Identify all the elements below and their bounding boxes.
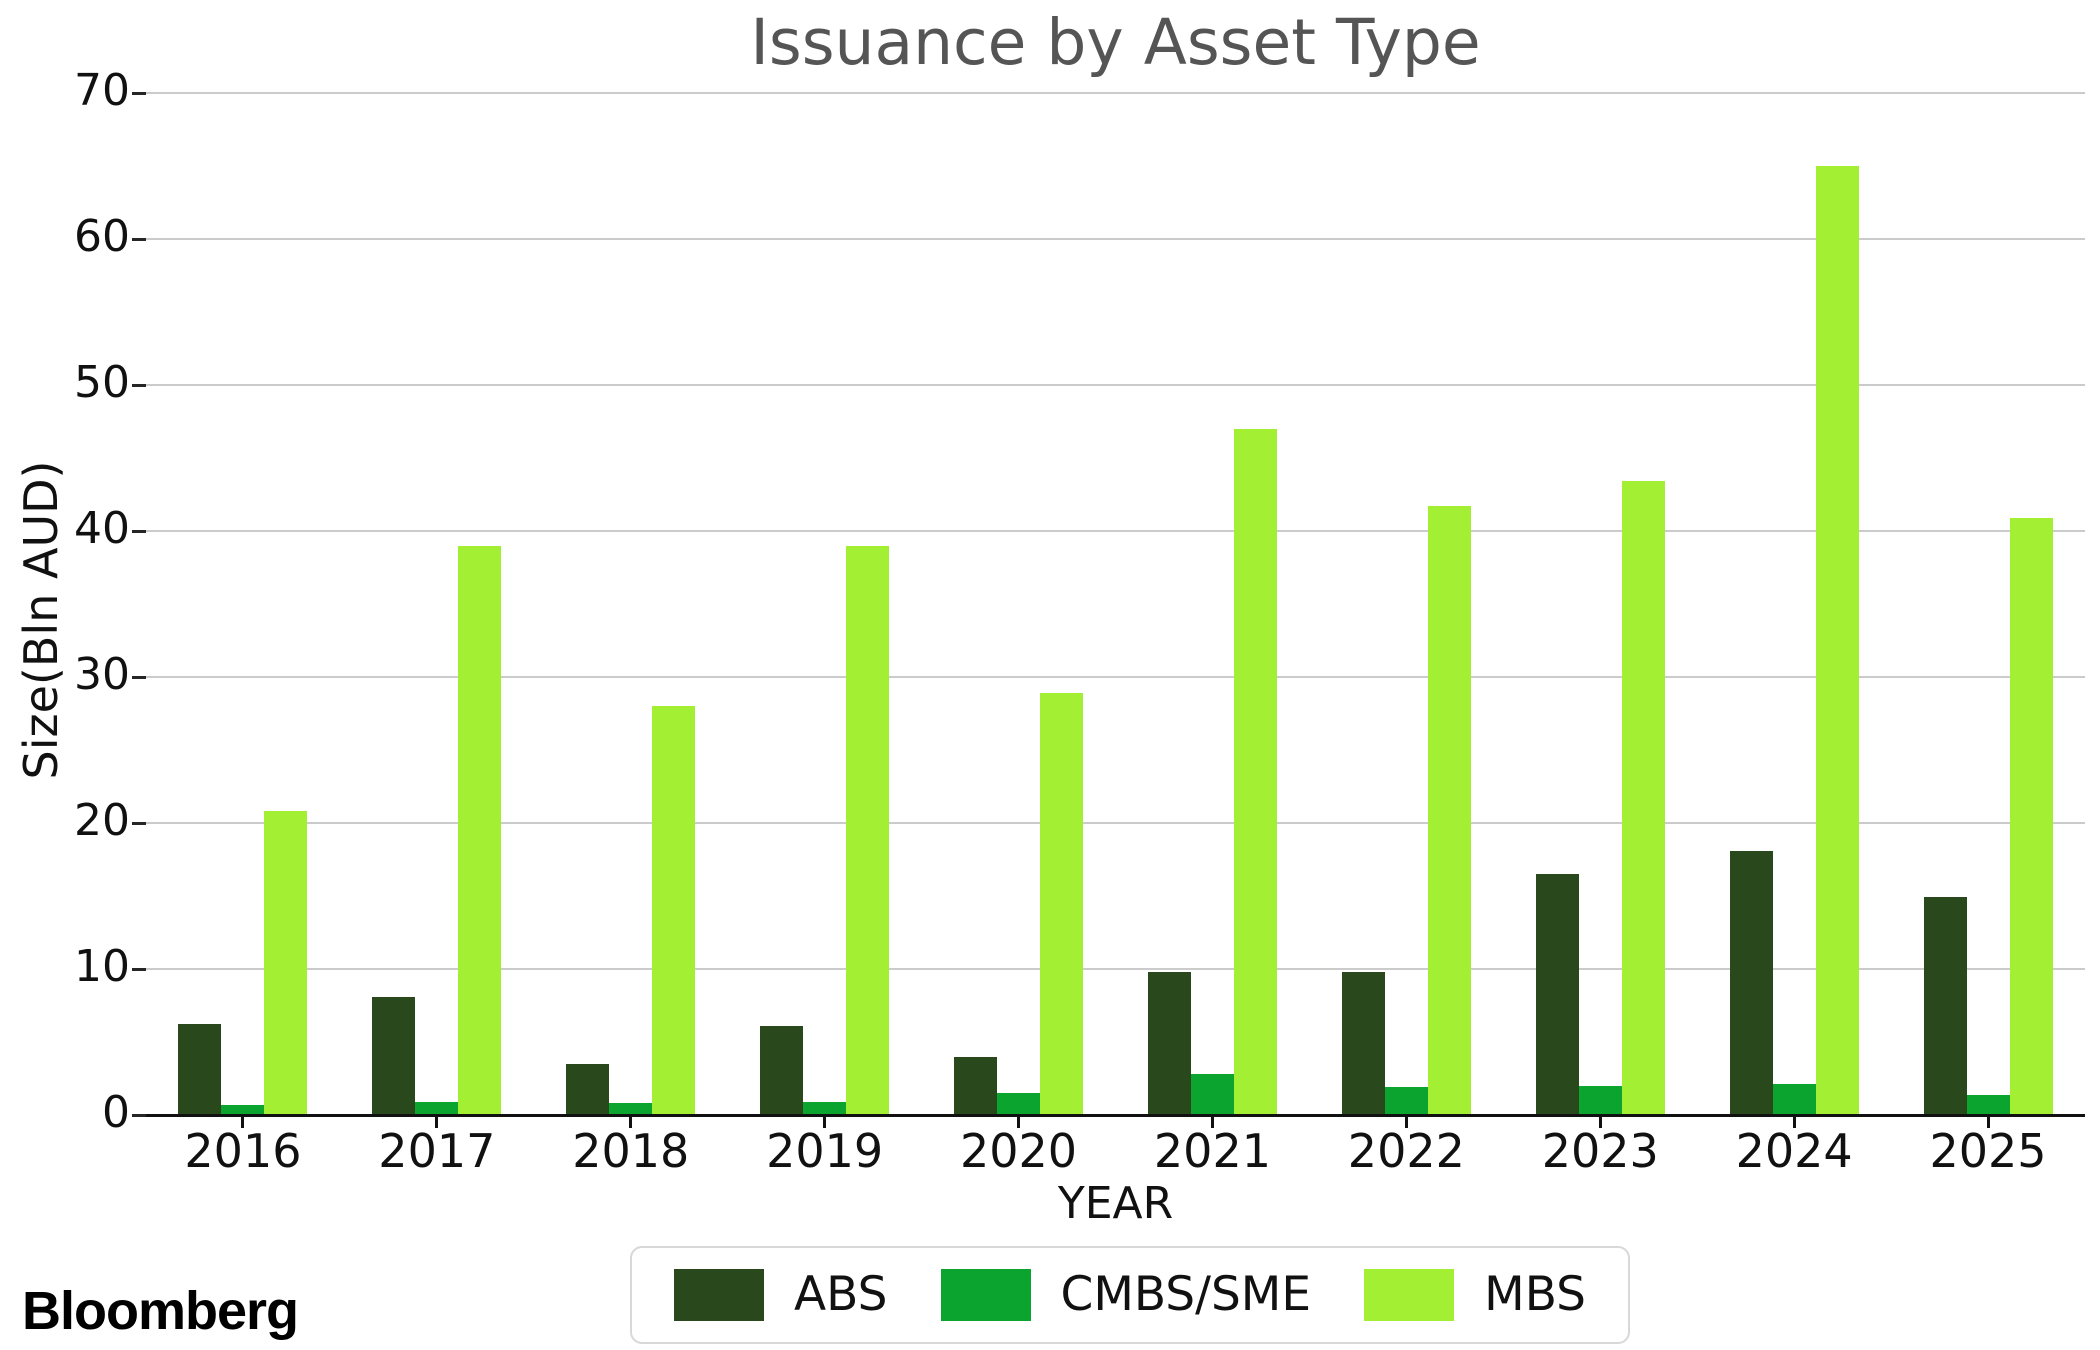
y-tick-mark: [132, 822, 146, 825]
bar-abs-2021: [1147, 971, 1191, 1115]
bar-mbs-2016: [264, 811, 308, 1115]
y-tick-mark: [132, 384, 146, 387]
gridline: [146, 238, 2085, 240]
legend-swatch-abs: [674, 1269, 764, 1321]
bar-cmbs-sme-2021: [1190, 1074, 1234, 1115]
legend-item-cmbs-sme: CMBS/SME: [940, 1267, 1312, 1322]
y-tick-label: 60: [74, 211, 130, 262]
legend-item-mbs: MBS: [1364, 1269, 1586, 1321]
bar-mbs-2019: [846, 545, 890, 1115]
x-tick-label: 2018: [572, 1124, 690, 1178]
legend-label: ABS: [794, 1267, 888, 1322]
gridline: [146, 676, 2085, 678]
bar-abs-2019: [760, 1025, 804, 1115]
bar-mbs-2017: [458, 545, 502, 1115]
legend-label: CMBS/SME: [1060, 1267, 1312, 1322]
y-tick-label: 40: [74, 503, 130, 554]
x-tick-mark: [1210, 1117, 1214, 1128]
x-tick-mark: [1792, 1117, 1796, 1128]
legend-swatch-cmbs-sme: [940, 1269, 1031, 1321]
bar-abs-2024: [1729, 850, 1773, 1115]
bar-mbs-2022: [1427, 506, 1471, 1115]
chart-title: Issuance by Asset Type: [750, 6, 1481, 79]
gridline: [146, 530, 2085, 532]
gridline: [146, 384, 2085, 386]
bar-abs-2025: [1923, 897, 1967, 1115]
y-tick-mark: [132, 530, 146, 533]
y-tick-mark: [132, 238, 146, 241]
bar-cmbs-sme-2020: [997, 1093, 1041, 1115]
bar-cmbs-sme-2016: [221, 1104, 265, 1115]
bar-abs-2023: [1535, 874, 1579, 1115]
legend-label: MBS: [1484, 1267, 1586, 1322]
x-tick-label: 2022: [1347, 1124, 1465, 1178]
x-tick-label: 2016: [184, 1124, 302, 1178]
x-tick-mark: [1017, 1117, 1021, 1128]
bar-abs-2022: [1341, 971, 1385, 1115]
x-tick-mark: [823, 1117, 827, 1128]
y-tick-label: 10: [74, 941, 130, 992]
y-tick-mark: [132, 676, 146, 679]
bar-mbs-2018: [652, 706, 696, 1115]
bar-mbs-2021: [1233, 428, 1277, 1115]
bloomberg-logo: Bloomberg: [22, 1281, 299, 1341]
bar-mbs-2025: [2009, 517, 2053, 1115]
y-axis-label: Size(Bln AUD): [14, 460, 68, 780]
bar-cmbs-sme-2019: [803, 1101, 847, 1115]
x-axis-line: [146, 1114, 2085, 1117]
bar-abs-2020: [954, 1056, 998, 1115]
x-tick-label: 2020: [960, 1124, 1078, 1178]
y-tick-label: 0: [102, 1087, 130, 1138]
plot-area: [146, 92, 2085, 1115]
bar-mbs-2023: [1621, 481, 1665, 1115]
x-tick-label: 2024: [1735, 1124, 1853, 1178]
bar-cmbs-sme-2025: [1966, 1094, 2010, 1115]
x-tick-label: 2023: [1541, 1124, 1659, 1178]
x-tick-label: 2019: [766, 1124, 884, 1178]
x-tick-mark: [241, 1117, 245, 1128]
x-tick-mark: [435, 1117, 439, 1128]
bar-cmbs-sme-2023: [1578, 1085, 1622, 1115]
x-tick-mark: [629, 1117, 633, 1128]
bar-cmbs-sme-2018: [609, 1103, 653, 1115]
gridline: [146, 822, 2085, 824]
gridline: [146, 968, 2085, 970]
y-tick-mark: [132, 1114, 146, 1117]
bar-mbs-2024: [1815, 166, 1859, 1115]
bar-cmbs-sme-2022: [1384, 1087, 1428, 1115]
x-tick-label: 2025: [1929, 1124, 2047, 1178]
legend: ABS CMBS/SME MBS: [630, 1246, 1630, 1344]
x-tick-mark: [1598, 1117, 1602, 1128]
legend-swatch-mbs: [1364, 1269, 1455, 1321]
bar-cmbs-sme-2024: [1772, 1084, 1816, 1115]
y-tick-label: 50: [74, 357, 130, 408]
y-tick-label: 70: [74, 65, 130, 116]
y-tick-mark: [132, 92, 146, 95]
x-tick-label: 2021: [1153, 1124, 1271, 1178]
bar-abs-2016: [178, 1024, 222, 1115]
bar-mbs-2020: [1040, 693, 1084, 1115]
y-tick-mark: [132, 968, 146, 971]
y-tick-label: 20: [74, 795, 130, 846]
x-tick-label: 2017: [378, 1124, 496, 1178]
bar-cmbs-sme-2017: [415, 1101, 459, 1115]
x-axis-label: YEAR: [1057, 1178, 1174, 1229]
y-tick-label: 30: [74, 649, 130, 700]
x-tick-mark: [1986, 1117, 1990, 1128]
x-tick-mark: [1404, 1117, 1408, 1128]
bar-abs-2017: [372, 996, 416, 1115]
legend-item-abs: ABS: [674, 1269, 887, 1321]
gridline: [146, 92, 2085, 94]
bar-abs-2018: [566, 1063, 610, 1115]
